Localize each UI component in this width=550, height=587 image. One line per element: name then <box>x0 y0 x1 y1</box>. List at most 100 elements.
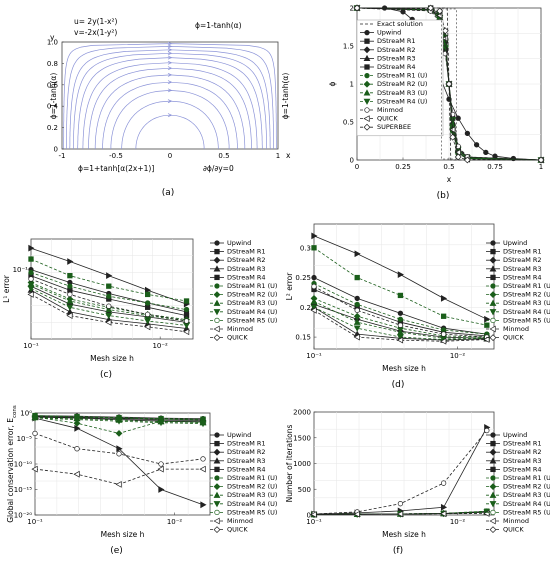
data-point <box>106 293 112 299</box>
y-tick-label: 10⁻⁵ <box>17 435 33 443</box>
data-point <box>106 283 112 289</box>
legend-label: DStreaM R2 <box>503 256 542 264</box>
legend-marker <box>490 248 496 255</box>
legend-marker <box>213 265 221 272</box>
legend-label: DStreaM R5 (U) <box>503 316 550 324</box>
legend-marker <box>489 491 497 498</box>
x-tick-label: 10⁻¹ <box>23 342 39 350</box>
legend-label: DStreaM R3 (U) <box>377 89 427 97</box>
legend-label: DStreaM R4 (U) <box>227 308 277 316</box>
data-point <box>31 465 38 473</box>
data-point <box>158 461 164 467</box>
data-point <box>353 4 361 12</box>
legend-label: Minmod <box>227 517 253 525</box>
data-point <box>157 420 165 427</box>
data-point <box>116 445 123 453</box>
x-tick-label: 10⁻¹ <box>306 352 322 360</box>
y-tick-label: 0.15 <box>295 334 311 342</box>
legend-label: DStreaM R4 (U) <box>377 97 427 105</box>
bottom-right-boundary-label: ∂ϕ/∂y=0 <box>203 164 234 173</box>
legend-marker <box>364 29 370 36</box>
legend-marker <box>213 501 221 508</box>
legend-label: DStreaM R2 (U) <box>377 80 427 88</box>
legend-marker <box>364 64 370 70</box>
data-point <box>397 322 404 328</box>
panel-d-l2-error: 10⁻¹ 10⁻² 0.15 0.2 0.25 0.3 Mesh size h L² erro… <box>285 223 550 390</box>
x-tick-label: 0.75 <box>487 163 503 171</box>
data-point <box>353 325 361 332</box>
panel-caption: (d) <box>392 380 405 390</box>
data-point <box>396 510 404 518</box>
data-point <box>145 286 152 294</box>
data-point <box>310 306 317 314</box>
data-point <box>106 303 112 309</box>
panel-caption: (e) <box>110 546 123 556</box>
y-tick-label: 0 <box>350 157 354 165</box>
left-boundary-label: ϕ=1-tanh(α) <box>49 73 58 120</box>
panel-f-iterations: 10⁻¹ 10⁻² 0 500 1000 1500 2000 Mesh size h Numbe… <box>285 409 550 557</box>
legend-label: Minmod <box>503 325 529 333</box>
data-point <box>67 258 74 265</box>
data-point <box>200 501 207 509</box>
data-point <box>73 470 80 478</box>
data-point <box>440 337 447 345</box>
y-tick-label: 0.8 <box>47 60 58 68</box>
legend-label: QUICK <box>503 526 524 534</box>
legend-marker <box>363 46 371 54</box>
y-tick-label: 0.25 <box>295 274 311 282</box>
data-point <box>105 312 113 320</box>
data-point <box>455 143 461 149</box>
series-line-upwind <box>313 235 487 320</box>
streamline-arrow <box>167 47 173 52</box>
legend-marker <box>213 517 220 525</box>
equation-v: v=-2x(1-y²) <box>74 28 117 37</box>
series-line-upwind <box>313 427 488 515</box>
streamline <box>110 90 230 150</box>
legend-label: DStreaM R1 <box>227 440 266 448</box>
legend-marker <box>490 432 496 438</box>
series-line-quick <box>356 7 542 161</box>
x-tick-label: 10⁻² <box>167 518 183 526</box>
legend-marker <box>363 54 371 62</box>
legend-label: DStreaM R4 (U) <box>227 500 277 508</box>
data-point <box>31 415 39 422</box>
data-point <box>183 306 190 313</box>
x-axis-label: Mesh size h <box>90 354 134 363</box>
legend-marker <box>214 509 220 516</box>
data-point <box>353 510 360 518</box>
legend-label: DStreaM R5 (U) <box>227 316 277 324</box>
data-point <box>311 245 317 251</box>
data-point <box>28 269 34 276</box>
data-point <box>145 291 151 298</box>
y-tick-label: 0 <box>307 512 311 520</box>
legend-label: Minmod <box>227 325 253 333</box>
legend-marker <box>489 517 496 525</box>
legend-marker <box>489 483 497 490</box>
data-point <box>427 4 434 12</box>
legend-label: Exact solution <box>377 20 423 28</box>
legend-label: DStreaM R2 <box>227 256 266 264</box>
data-point <box>397 310 404 316</box>
legend-marker <box>490 466 496 473</box>
legend-label: QUICK <box>227 526 248 534</box>
x-tick-label: 10⁻¹ <box>306 518 322 526</box>
legend-marker <box>489 291 497 298</box>
legend-label: DStreaM R3 (U) <box>503 299 550 307</box>
data-point <box>74 424 81 432</box>
streamline <box>63 43 277 149</box>
data-point <box>200 456 206 462</box>
legend-marker <box>364 38 370 44</box>
data-point <box>74 446 80 452</box>
data-point <box>183 328 190 336</box>
x-axis-label: Mesh size h <box>382 364 426 373</box>
y-tick-label: 10⁻¹ <box>13 266 29 274</box>
streamline <box>66 46 274 149</box>
legend-label: Minmod <box>503 517 529 525</box>
data-point <box>105 319 112 326</box>
legend-marker <box>214 317 220 324</box>
series-line-dstream-r2-u- <box>313 283 487 335</box>
y-tick-label: 10⁻¹⁰ <box>14 461 32 469</box>
data-point <box>67 291 73 298</box>
legend-label: DStreaM R2 (U) <box>503 483 550 491</box>
